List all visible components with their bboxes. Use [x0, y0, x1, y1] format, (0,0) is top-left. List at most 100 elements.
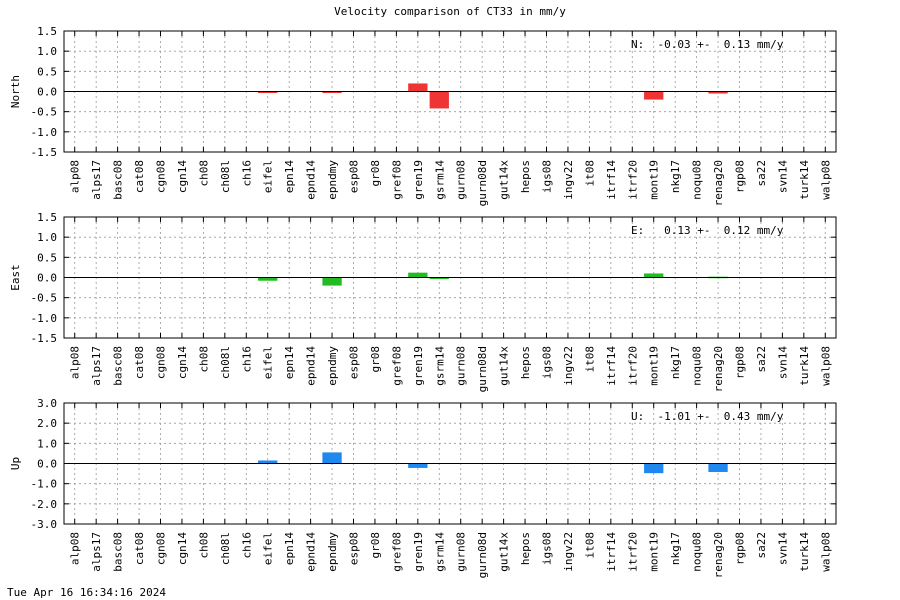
up-bar-eifel	[258, 460, 278, 464]
up-bar-gren19	[408, 463, 428, 468]
east-bar-mont19	[644, 273, 664, 278]
east-category-label: sa22	[755, 346, 768, 373]
east-category-label: gsrm14	[433, 346, 446, 386]
north-category-label: cat08	[133, 160, 146, 193]
east-ylabel: East	[9, 264, 22, 291]
up-category-label: itrf20	[626, 532, 639, 572]
up-ytick-label: -2.0	[31, 498, 58, 511]
east-category-label: itrf20	[626, 346, 639, 386]
up-category-label: ch08l	[219, 532, 232, 565]
up-category-label: epnd14	[305, 532, 318, 572]
north-category-label: ingv22	[562, 160, 575, 200]
north-category-label: turk14	[798, 160, 811, 200]
north-category-label: epndmy	[326, 160, 339, 200]
up-category-label: svn14	[776, 532, 789, 565]
north-category-label: mont19	[648, 160, 661, 200]
east-category-label: cat08	[133, 346, 146, 379]
east-plot-frame	[63, 216, 837, 339]
north-bar-eifel	[258, 91, 278, 93]
up-category-label: gurn08d	[476, 532, 489, 578]
up-category-label: gsrm14	[433, 532, 446, 572]
up-bar-renag20	[708, 463, 728, 472]
east-ytick-label: -1.5	[31, 332, 58, 345]
north-category-label: alps17	[90, 160, 103, 200]
up-category-label: cgn08	[155, 532, 168, 565]
north-category-label: gut14x	[498, 160, 511, 200]
north-category-label: epn14	[283, 160, 296, 193]
up-category-label: eifel	[262, 532, 275, 565]
up-category-label: esp08	[348, 532, 361, 565]
east-category-label: itrf14	[605, 346, 618, 386]
up-category-label: it08	[583, 532, 596, 559]
north-bar-gren19	[408, 83, 428, 92]
east-bar-epndmy	[322, 277, 342, 286]
up-category-label: cgn14	[176, 532, 189, 565]
up-category-label: alp08	[69, 532, 82, 565]
east-category-label: epndmy	[326, 346, 339, 386]
north-category-label: eifel	[262, 160, 275, 193]
up-category-label: hepos	[519, 532, 532, 565]
east-category-label: rgp08	[734, 346, 747, 379]
east-category-label: esp08	[348, 346, 361, 379]
east-category-label: it08	[583, 346, 596, 373]
up-category-label: noqu08	[691, 532, 704, 572]
east-category-label: gren19	[412, 346, 425, 386]
up-category-label: nkg17	[669, 532, 682, 565]
east-ytick-label: 0.0	[37, 272, 57, 285]
north-category-label: ch08l	[219, 160, 232, 193]
north-category-label: epnd14	[305, 160, 318, 200]
east-bar-gsrm14	[429, 277, 449, 279]
east-category-label: eifel	[262, 346, 275, 379]
north-category-label: sa22	[755, 160, 768, 187]
up-ylabel: Up	[9, 457, 22, 470]
up-category-label: ingv22	[562, 532, 575, 572]
north-category-label: ch08	[197, 160, 210, 187]
north-bar-renag20	[708, 91, 728, 94]
up-category-label: gref08	[390, 532, 403, 572]
east-category-label: igs08	[541, 346, 554, 379]
up-bar-epndmy	[322, 452, 342, 464]
timestamp-footer: Tue Apr 16 16:34:16 2024	[7, 586, 166, 599]
up-plot-frame	[63, 402, 837, 525]
east-ytick-label: 1.5	[37, 211, 57, 224]
up-ytick-label: -3.0	[31, 518, 58, 531]
up-category-label: itrf14	[605, 532, 618, 572]
up-category-label: epndmy	[326, 532, 339, 572]
north-bar-epndmy	[322, 91, 342, 93]
north-category-label: gurn08	[455, 160, 468, 200]
north-category-label: cgn14	[176, 160, 189, 193]
north-bar-mont19	[644, 91, 664, 100]
north-plot-frame	[63, 30, 837, 153]
north-ytick-label: -0.5	[31, 106, 58, 119]
north-ytick-label: -1.5	[31, 146, 58, 159]
east-category-label: mont19	[648, 346, 661, 386]
east-ytick-label: -1.0	[31, 312, 58, 325]
east-category-label: noqu08	[691, 346, 704, 386]
up-bar-mont19	[644, 463, 664, 474]
up-annotation: U: -1.01 +- 0.43 mm/y	[631, 410, 784, 423]
up-category-label: gut14x	[498, 532, 511, 572]
up-category-label: mont19	[648, 532, 661, 572]
chart-title: Velocity comparison of CT33 in mm/y	[334, 5, 566, 18]
north-ytick-label: 1.0	[37, 45, 57, 58]
north-category-label: hepos	[519, 160, 532, 193]
north-category-label: igs08	[541, 160, 554, 193]
up-ytick-label: -1.0	[31, 478, 58, 491]
up-category-label: basc08	[112, 532, 125, 572]
north-category-label: walp08	[819, 160, 832, 200]
up-ytick-label: 1.0	[37, 437, 57, 450]
north-category-label: itrf20	[626, 160, 639, 200]
east-category-label: gref08	[390, 346, 403, 386]
east-ytick-label: -0.5	[31, 292, 58, 305]
north-category-label: gref08	[390, 160, 403, 200]
up-category-label: epn14	[283, 532, 296, 565]
east-category-label: gurn08	[455, 346, 468, 386]
east-category-label: hepos	[519, 346, 532, 379]
east-annotation: E: 0.13 +- 0.12 mm/y	[631, 224, 784, 237]
east-category-label: ch08	[197, 346, 210, 373]
east-ytick-label: 1.0	[37, 231, 57, 244]
up-category-label: gren19	[412, 532, 425, 572]
east-category-label: epnd14	[305, 346, 318, 386]
up-category-label: sa22	[755, 532, 768, 559]
north-category-label: it08	[583, 160, 596, 187]
